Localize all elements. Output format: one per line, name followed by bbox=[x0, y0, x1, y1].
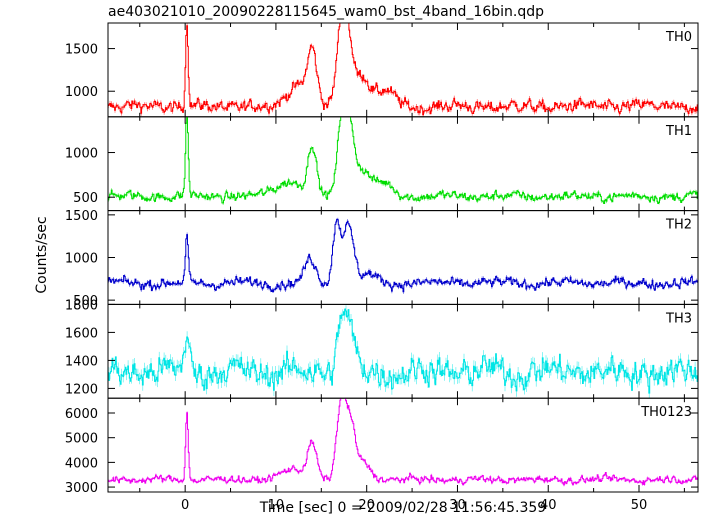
y-tick-label: 500 bbox=[73, 294, 98, 309]
panel-frame bbox=[107, 303, 699, 399]
line-th1 bbox=[108, 116, 698, 204]
y-tick-label: 1000 bbox=[65, 147, 98, 162]
y-tick-label: 1500 bbox=[65, 43, 98, 58]
y-tick-label: 1400 bbox=[65, 354, 98, 369]
panels: 10001500TH05001000TH150010001500TH212001… bbox=[65, 22, 699, 496]
error-bars-th3 bbox=[108, 305, 698, 399]
error-bars-th0123 bbox=[108, 399, 698, 487]
y-tick-label: 5000 bbox=[65, 432, 98, 447]
series-th1 bbox=[108, 116, 698, 205]
y-tick-label: 1000 bbox=[65, 252, 98, 267]
panel-label: TH0 bbox=[665, 30, 692, 45]
x-tick-label: 40 bbox=[540, 498, 557, 513]
x-tick-label: 30 bbox=[449, 498, 466, 513]
x-tick-label: 50 bbox=[631, 498, 648, 513]
y-tick-label: 6000 bbox=[65, 407, 98, 422]
y-tick-label: 1200 bbox=[65, 382, 98, 397]
y-tick-label: 1600 bbox=[65, 326, 98, 341]
panel-frame bbox=[107, 397, 699, 493]
error-bars-th2 bbox=[108, 217, 698, 294]
panel-th3: 1200 1400 1600 1800 TH3 bbox=[65, 298, 699, 399]
panel-label: TH2 bbox=[665, 218, 692, 233]
panel-label: TH1 bbox=[665, 124, 692, 139]
series-th3 bbox=[108, 305, 698, 399]
panel-th2: 500 1000 1500 TH2 bbox=[65, 209, 699, 309]
line-th3 bbox=[108, 308, 698, 394]
panel-label: TH0123 bbox=[640, 405, 692, 420]
panel-th1: 500 1000 TH1 bbox=[65, 116, 699, 212]
panel-th0123: 3000 4000 5000 6000 TH0123 bbox=[65, 397, 699, 496]
y-axis-label: Counts/sec bbox=[34, 216, 50, 293]
y-tick-label: 1000 bbox=[65, 85, 98, 100]
y-tick-label: 1500 bbox=[65, 209, 98, 224]
y-tick-label: 500 bbox=[73, 191, 98, 206]
line-th0 bbox=[108, 23, 698, 116]
series-th0 bbox=[108, 23, 698, 117]
y-tick-label: 1800 bbox=[65, 298, 98, 313]
x-tick-label: 10 bbox=[268, 498, 285, 513]
error-bars-th1 bbox=[108, 116, 698, 205]
panel-label: TH3 bbox=[665, 311, 692, 326]
line-th2 bbox=[108, 218, 698, 293]
y-tick-label: 4000 bbox=[65, 456, 98, 471]
y-tick-label: 3000 bbox=[65, 481, 98, 496]
x-axis-label: Time [sec] 0 = 2009/02/28 11:56:45.359 bbox=[259, 500, 546, 516]
x-tick-label: 20 bbox=[358, 498, 375, 513]
x-tick-label: 0 bbox=[181, 498, 189, 513]
x-axis: 0 10 20 30 40 50 bbox=[181, 498, 647, 513]
chart-title: ae403021010_20090228115645_wam0_bst_4ban… bbox=[108, 4, 544, 20]
series-th2 bbox=[108, 217, 698, 294]
line-th0123 bbox=[108, 398, 698, 486]
series-th0123 bbox=[108, 398, 698, 487]
